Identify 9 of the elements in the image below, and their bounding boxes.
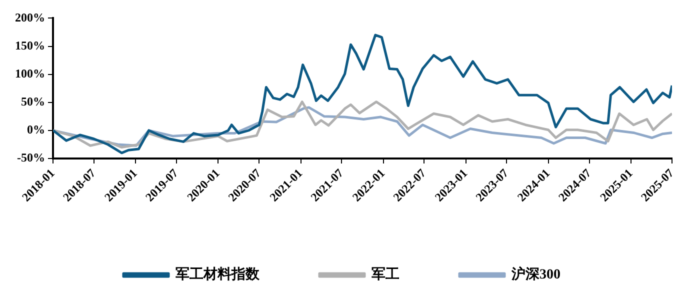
y-tick-label: 0% <box>27 122 45 137</box>
legend-label: 沪深300 <box>510 266 560 283</box>
legend-label: 军工材料指数 <box>176 266 260 283</box>
y-tick-label: 150% <box>15 38 45 52</box>
legend-label: 军工 <box>372 266 400 283</box>
y-tick-label: 100% <box>15 66 45 80</box>
y-tick-label: -50% <box>17 150 45 165</box>
y-tick-label: 200% <box>15 10 45 24</box>
y-tick-label: 50% <box>21 94 45 108</box>
